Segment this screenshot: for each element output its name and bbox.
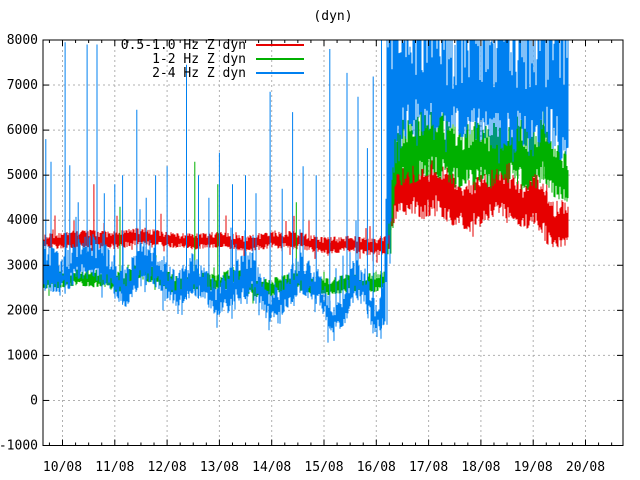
y-tick-label: 7000: [7, 78, 38, 93]
x-tick-label: 10/08: [43, 460, 82, 475]
legend-label: 2-4 Hz Z dyn: [152, 65, 246, 81]
legend-item: 2-4 Hz Z dyn: [43, 65, 304, 81]
y-tick-label: 3000: [7, 258, 38, 273]
x-tick-label: 20/08: [566, 460, 605, 475]
legend-label: 1-2 Hz Z dyn: [152, 51, 246, 67]
legend-label: 0.5-1.0 Hz Z dyn: [120, 37, 246, 53]
y-tick-label: -1000: [0, 439, 38, 454]
y-tick-label: 2000: [7, 303, 38, 318]
y-tick-label: 0: [30, 393, 38, 408]
x-tick-label: 16/08: [357, 460, 396, 475]
legend-line-swatch: [256, 44, 304, 46]
y-tick-label: 1000: [7, 348, 38, 363]
x-tick-label: 18/08: [461, 460, 500, 475]
y-tick-label: 5000: [7, 168, 38, 183]
y-tick-label: 8000: [7, 33, 38, 48]
plot-border: [42, 39, 624, 446]
x-tick-label: 12/08: [148, 460, 187, 475]
legend-line-swatch: [256, 58, 304, 60]
x-tick-label: 19/08: [514, 460, 553, 475]
legend-item: 1-2 Hz Z dyn: [43, 51, 304, 67]
x-tick-label: 13/08: [200, 460, 239, 475]
y-tick-label: 4000: [7, 213, 38, 228]
x-tick-label: 17/08: [409, 460, 448, 475]
series-blue-trace: [43, 40, 569, 343]
x-tick-label: 15/08: [304, 460, 343, 475]
legend-item: 0.5-1.0 Hz Z dyn: [43, 37, 304, 53]
y-tick-label: 6000: [7, 123, 38, 138]
legend-line-swatch: [256, 72, 304, 74]
x-tick-label: 14/08: [252, 460, 291, 475]
x-tick-label: 11/08: [95, 460, 134, 475]
legend: 0.5-1.0 Hz Z dyn 1-2 Hz Z dyn 2-4 Hz Z d…: [43, 37, 304, 81]
chart-title: (dyn): [313, 9, 353, 24]
